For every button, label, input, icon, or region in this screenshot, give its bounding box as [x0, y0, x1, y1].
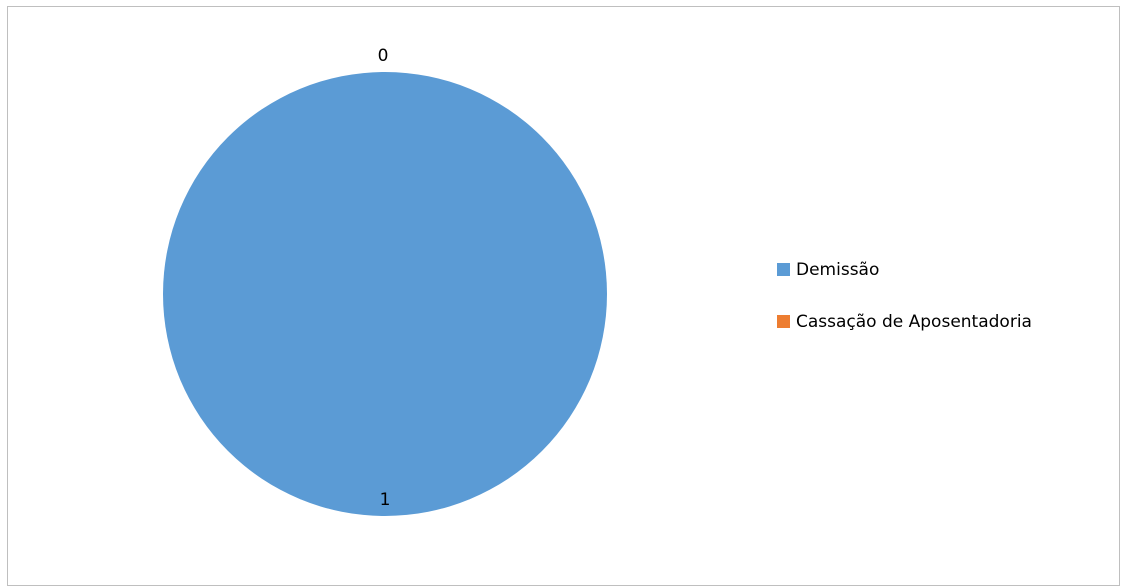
legend-label-cassacao: Cassação de Aposentadoria: [796, 311, 1032, 332]
legend-swatch-demissao: [777, 263, 790, 276]
data-label-demissao: 1: [380, 490, 391, 510]
legend-item-demissao: Demissão: [777, 256, 1032, 283]
legend-label-demissao: Demissão: [796, 259, 880, 280]
data-label-cassacao: 0: [378, 46, 389, 66]
legend-item-cassacao: Cassação de Aposentadoria: [777, 308, 1032, 335]
legend: Demissão Cassação de Aposentadoria: [777, 256, 1032, 360]
legend-swatch-cassacao: [777, 315, 790, 328]
pie-slice-demissao: [163, 72, 607, 516]
